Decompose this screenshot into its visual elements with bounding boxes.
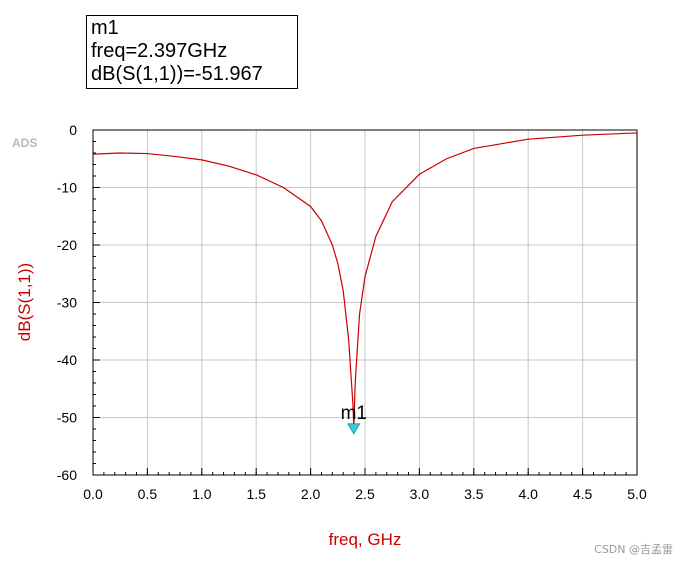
y-tick-labels: 0 -10 -20 -30 -40 -50 -60	[57, 122, 77, 483]
marker-readout-box: m1 freq=2.397GHz dB(S(1,1))=-51.967	[86, 15, 298, 89]
x-tick-label: 1.0	[192, 486, 212, 502]
y-tick-label: -40	[57, 352, 77, 368]
x-tick-label: 5.0	[627, 486, 647, 502]
x-tick-label: 4.0	[518, 486, 538, 502]
x-tick-label: 0.0	[83, 486, 103, 502]
marker-name: m1	[91, 17, 119, 39]
x-tick-label: 4.5	[573, 486, 593, 502]
watermark: CSDN @吉孟雷	[594, 543, 673, 556]
ads-logo-label: ADS	[12, 136, 38, 150]
x-tick-label: 0.5	[138, 486, 158, 502]
y-tick-label: -10	[57, 180, 77, 196]
x-tick-label: 3.0	[410, 486, 430, 502]
y-tick-label: -30	[57, 295, 77, 311]
y-tick-label: 0	[69, 122, 77, 138]
x-tick-label: 1.5	[246, 486, 266, 502]
marker-label: m1	[341, 403, 367, 424]
marker-value: dB(S(1,1))=-51.967	[91, 63, 263, 85]
x-axis-label: freq, GHz	[329, 530, 402, 549]
marker-layer: m1	[341, 403, 367, 435]
s11-trace	[92, 132, 638, 429]
y-tick-label: -60	[57, 467, 77, 483]
x-tick-label: 3.5	[464, 486, 484, 502]
y-tick-label: -50	[57, 410, 77, 426]
x-tick-labels: 0.0 0.5 1.0 1.5 2.0 2.5 3.0 3.5 4.0 4.5 5.0	[83, 486, 647, 502]
x-tick-label: 2.5	[355, 486, 375, 502]
y-axis-label: dB(S(1,1))	[15, 263, 34, 341]
marker-triangle	[347, 423, 361, 435]
axis-ticks	[92, 129, 638, 476]
marker-freq: freq=2.397GHz	[91, 40, 228, 62]
y-tick-label: -20	[57, 237, 77, 253]
x-tick-label: 2.0	[301, 486, 321, 502]
